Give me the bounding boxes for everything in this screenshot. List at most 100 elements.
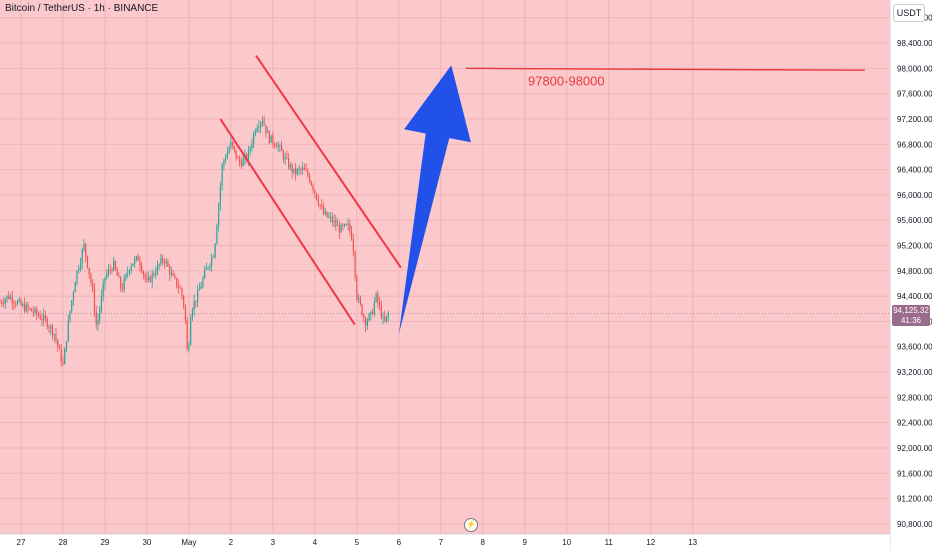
candle-body xyxy=(127,272,129,275)
candle-body xyxy=(176,277,178,287)
candle-body xyxy=(289,164,291,168)
price-axis[interactable]: 98,800.0098,400.0098,000.0097,600.0097,2… xyxy=(889,0,932,550)
candle-body xyxy=(155,273,157,275)
y-tick-label: 96,800.00 xyxy=(897,140,932,149)
candle-body xyxy=(36,308,38,315)
candle-body xyxy=(169,266,171,275)
x-tick-label: 12 xyxy=(646,538,655,547)
candle-body xyxy=(153,273,155,275)
candle-body xyxy=(378,302,381,306)
candle-body xyxy=(22,304,24,306)
candle-body xyxy=(219,185,222,205)
candle-body xyxy=(260,122,262,127)
y-tick-label: 96,400.00 xyxy=(897,166,932,175)
candle-body xyxy=(307,170,309,176)
candle-body xyxy=(305,170,307,171)
candle-body xyxy=(72,292,75,301)
candle-body xyxy=(144,274,146,279)
candle-body xyxy=(293,168,295,173)
y-tick-label: 96,000.00 xyxy=(897,191,932,200)
candle-body xyxy=(230,141,232,149)
candle-body xyxy=(132,263,134,266)
time-axis-panel xyxy=(0,534,890,550)
chart-title: Bitcoin / TetherUS · 1h · BINANCE xyxy=(5,3,159,14)
candle-body xyxy=(368,314,370,321)
candle-body xyxy=(267,131,269,133)
candle-body xyxy=(39,316,41,320)
y-tick-label: 97,600.00 xyxy=(897,90,932,99)
candle-body xyxy=(375,293,377,302)
candle-body xyxy=(212,257,215,258)
candle-body xyxy=(107,269,110,275)
candle-body xyxy=(312,185,314,191)
candle-body xyxy=(295,168,297,174)
candle-body xyxy=(329,216,332,218)
candle-body xyxy=(315,193,318,200)
candle-body xyxy=(128,270,131,273)
x-tick-label: 28 xyxy=(59,538,68,547)
candle-body xyxy=(34,308,36,313)
x-tick-label: 7 xyxy=(439,538,444,547)
candle-body xyxy=(253,133,255,145)
target-line xyxy=(465,67,865,71)
candle-body xyxy=(261,121,263,123)
grid xyxy=(0,0,890,534)
x-tick-label: 4 xyxy=(313,538,318,547)
candle-body xyxy=(146,278,148,281)
candle-body xyxy=(20,299,22,306)
candle-body xyxy=(216,225,218,244)
x-tick-label: May xyxy=(181,538,196,547)
candle-body xyxy=(32,311,34,313)
candle-body xyxy=(272,135,274,144)
candle-body xyxy=(156,265,159,274)
candle-body xyxy=(41,319,43,321)
candle-body xyxy=(221,165,223,186)
candle-body xyxy=(16,301,19,305)
candle-body xyxy=(9,297,12,299)
candle-body xyxy=(322,207,325,215)
candle-body xyxy=(90,274,92,283)
candle-body xyxy=(209,265,211,268)
drawings[interactable]: 97800-98000 xyxy=(219,55,865,335)
candle-body xyxy=(350,230,353,240)
candle-body xyxy=(363,315,365,319)
candle-body xyxy=(142,271,145,275)
y-tick-label: 92,000.00 xyxy=(897,444,932,453)
y-tick-label: 97,200.00 xyxy=(897,115,932,124)
candle-body xyxy=(88,267,90,275)
candle-body xyxy=(284,157,286,160)
candle-body xyxy=(92,282,94,290)
candle-body xyxy=(120,277,122,288)
candle-body xyxy=(356,276,358,300)
candle-body xyxy=(214,243,216,258)
candle-body xyxy=(382,316,384,318)
candle-body xyxy=(162,258,164,262)
candle-body xyxy=(270,135,272,143)
candle-body xyxy=(197,290,199,302)
candle-body xyxy=(249,148,251,151)
currency-button[interactable]: USDT xyxy=(893,4,925,22)
flash-icon[interactable]: ⚡ xyxy=(464,518,478,532)
candle-body xyxy=(338,225,340,233)
y-tick-label: 92,800.00 xyxy=(897,393,932,402)
candle-body xyxy=(23,304,26,312)
candle-body xyxy=(321,205,323,208)
x-tick-label: 13 xyxy=(688,538,697,547)
x-tick-label: 29 xyxy=(100,538,109,547)
candle-body xyxy=(102,283,104,296)
candle-body xyxy=(160,258,162,265)
candle-body xyxy=(137,256,139,261)
candle-body xyxy=(359,297,361,305)
time-axis[interactable]: 27 28 29 30 May 2 3 4 5 6 7 8 9 10 11 12 13 xyxy=(0,533,890,550)
candle-body xyxy=(86,255,89,268)
candle-body xyxy=(29,308,31,309)
candle-body xyxy=(125,274,127,279)
candle-body xyxy=(298,168,300,170)
candle-body xyxy=(65,341,68,349)
candle-body xyxy=(123,278,125,291)
candle-body xyxy=(111,269,113,271)
candle-body xyxy=(183,296,185,306)
candle-body xyxy=(2,303,5,305)
